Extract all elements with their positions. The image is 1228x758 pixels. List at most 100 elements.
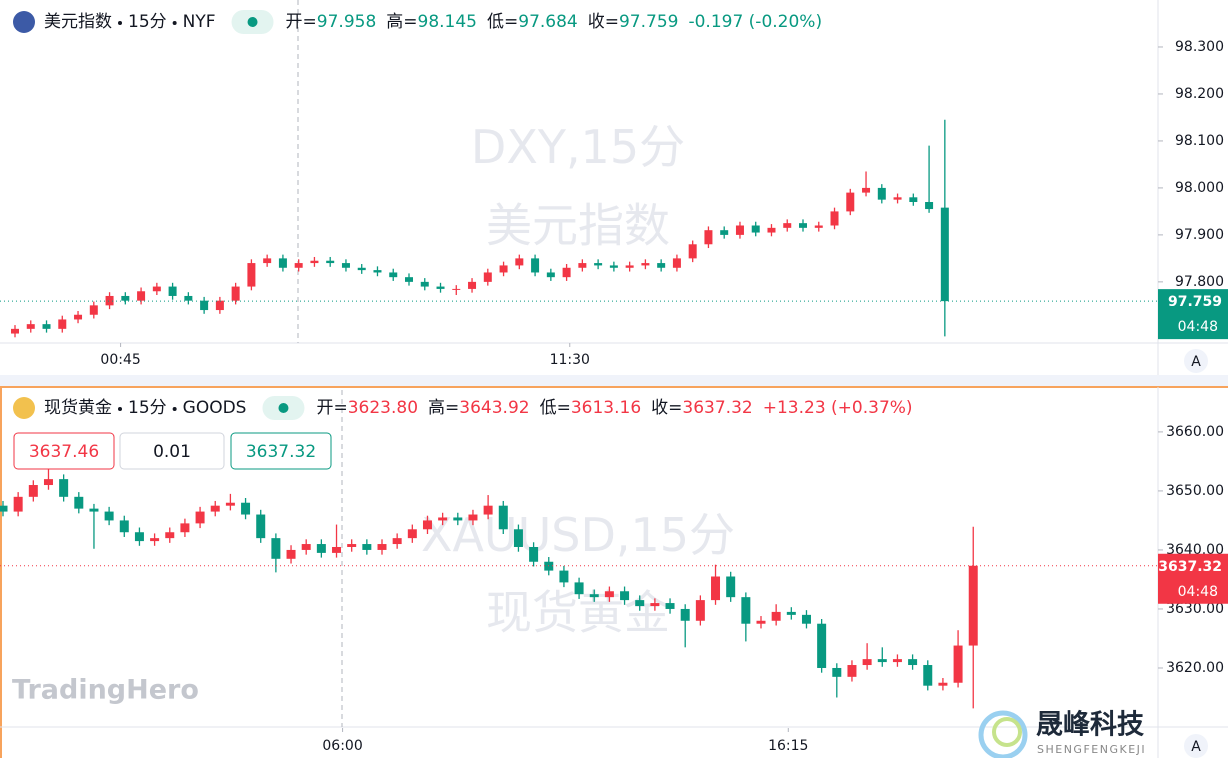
candle-body [751, 225, 760, 233]
candle-body [783, 223, 792, 228]
candle-body [74, 314, 83, 320]
ohlc-value: 3637.32 [682, 398, 752, 418]
candle-body [574, 582, 584, 595]
ohlc-label: 高= [428, 398, 459, 418]
candle-body [247, 263, 256, 287]
ohlc-label: 低= [540, 398, 571, 418]
ohlc-label: 收= [651, 398, 682, 418]
candle-body [301, 544, 311, 550]
logo-subtext: SHENGFENGKEJI [1037, 743, 1146, 756]
candle-body [453, 517, 463, 521]
logo-icon [978, 710, 1028, 758]
candle-body [589, 594, 599, 598]
candle-body [559, 570, 569, 583]
candle-body [389, 272, 398, 278]
candle-body [59, 479, 69, 497]
logo-text: 晟峰科技 [1036, 710, 1144, 741]
candle-body [650, 603, 660, 607]
candle-body [392, 538, 402, 545]
brand-watermark: TradingHero [12, 675, 199, 706]
ohlc-label: 开= [316, 398, 347, 418]
y-tick-label: 97.900 [1175, 227, 1224, 243]
candle-body [513, 529, 523, 547]
y-tick-label: 3650.00 [1166, 483, 1224, 499]
candle-body [672, 258, 681, 268]
logo: 晟峰科技 SHENGFENGKEJI [978, 710, 1146, 758]
candle-body [452, 288, 461, 290]
y-tick-label: 3620.00 [1166, 660, 1224, 676]
candle-body [180, 523, 190, 533]
ohlc-label: 开= [286, 12, 317, 32]
x-tick-label: 00:45 [100, 352, 140, 368]
candle-body [210, 505, 220, 512]
pane-1: XAUUSD,15分现货黄金3620.003630.003640.003650.… [0, 396, 1228, 758]
last-price-box [1158, 553, 1228, 604]
symbol-title: 15分 [128, 398, 167, 418]
order-button[interactable] [119, 432, 225, 470]
candle-body [786, 611, 796, 615]
separator-dot [118, 407, 122, 411]
candle-body [362, 544, 372, 550]
candle-body [909, 197, 918, 203]
order-button-label: 0.01 [153, 442, 191, 462]
candle-body [58, 319, 67, 329]
y-tick-label: 3660.00 [1166, 424, 1224, 440]
ohlc-value: 3613.16 [571, 398, 641, 418]
ohlc-value: 97.958 [317, 12, 376, 32]
candle-body [620, 591, 630, 601]
order-button[interactable] [230, 432, 332, 470]
candle-body [407, 529, 417, 539]
candle-body [877, 659, 887, 663]
candle-body [635, 600, 645, 607]
candle-body [665, 603, 675, 609]
candle-body [89, 305, 98, 315]
y-tick-label: 98.200 [1175, 86, 1224, 102]
candle-body [741, 597, 751, 624]
auto-scale-button[interactable] [1184, 349, 1208, 373]
candle-body [817, 623, 827, 668]
candle-body [735, 225, 744, 235]
candle-body [373, 270, 382, 273]
candle-body [953, 645, 963, 683]
candle-body [184, 295, 193, 301]
candle-body [13, 496, 23, 512]
candle-body [377, 544, 387, 550]
candle-body [42, 324, 51, 329]
candle-body [968, 565, 978, 646]
candle-body [923, 665, 933, 686]
candle-body [756, 620, 766, 624]
candle-body [26, 324, 35, 329]
candle-body [711, 576, 721, 601]
order-button[interactable] [13, 432, 115, 470]
candle-body [316, 544, 326, 553]
candle-body [326, 260, 335, 264]
candle-body [341, 263, 350, 268]
candle-body [546, 272, 555, 278]
candle-body [877, 187, 886, 200]
candle-body [594, 263, 603, 266]
candle-body [609, 265, 618, 268]
candle-body [310, 260, 319, 264]
candle-body [726, 576, 736, 598]
candle-body [801, 614, 811, 624]
candle-body [256, 514, 266, 539]
candle-body [938, 682, 948, 686]
order-button-label: 3637.32 [246, 442, 316, 462]
candle-body [846, 192, 855, 212]
candle-body [271, 538, 281, 559]
candle-body [28, 485, 38, 497]
candle-body [347, 544, 357, 547]
y-tick-label: 3630.00 [1166, 601, 1224, 617]
candle-body [405, 277, 413, 282]
ohlc-value: 97.684 [518, 12, 577, 32]
candle-body [515, 258, 524, 266]
candle-body [832, 667, 842, 677]
candle-body [688, 244, 697, 259]
candle-body [908, 659, 918, 666]
candle-body [150, 538, 160, 542]
auto-scale-button[interactable] [1184, 734, 1208, 758]
separator-dot [172, 21, 177, 25]
candle-body [531, 258, 540, 273]
